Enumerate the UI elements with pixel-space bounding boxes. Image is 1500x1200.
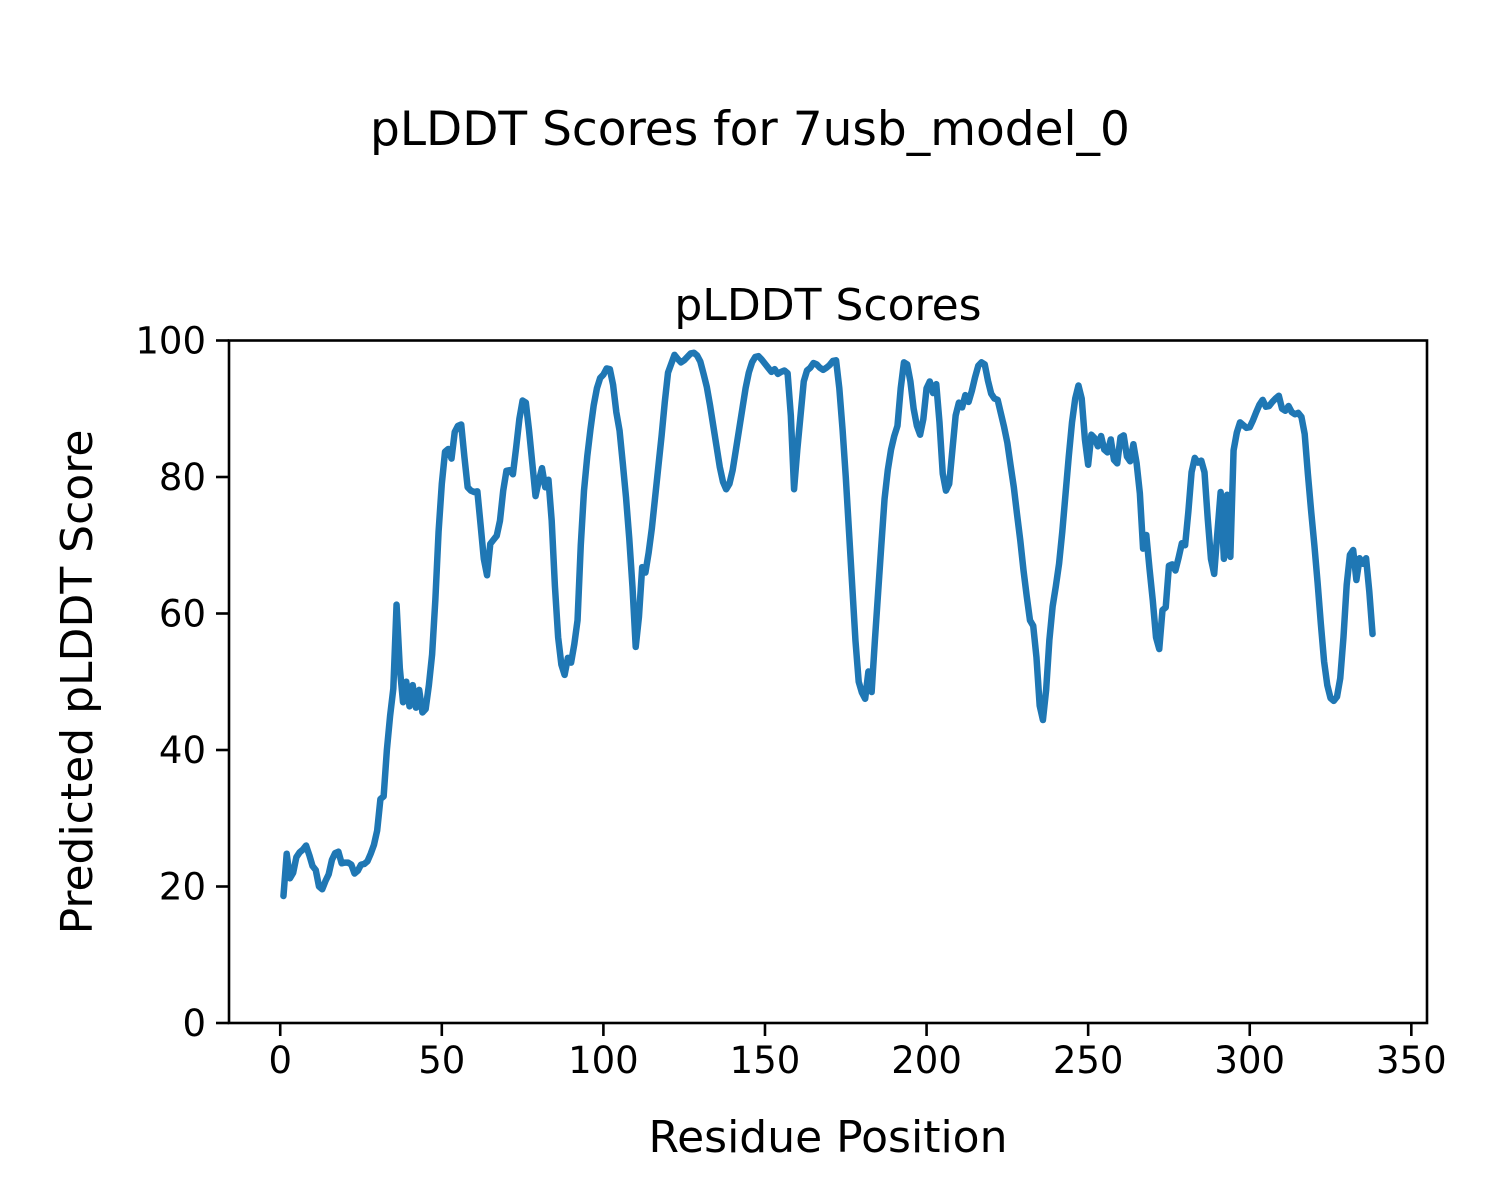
x-tick-label: 200 <box>891 1039 962 1082</box>
x-tick-label: 0 <box>268 1039 292 1082</box>
x-tick-label: 50 <box>418 1039 465 1082</box>
y-tick-label: 100 <box>135 320 206 363</box>
y-tick-label: 40 <box>159 729 206 772</box>
y-axis-label: Predicted pLDDT Score <box>52 430 103 935</box>
axes-title: pLDDT Scores <box>674 280 981 331</box>
y-tick-label: 0 <box>182 1002 206 1045</box>
plot-area-border <box>227 339 1429 1025</box>
x-tick-label: 350 <box>1376 1039 1447 1082</box>
x-tick-label: 100 <box>568 1039 639 1082</box>
y-tick-label: 20 <box>159 866 206 909</box>
figure-suptitle: pLDDT Scores for 7usb_model_0 <box>370 102 1130 157</box>
y-tick-label: 80 <box>159 456 206 499</box>
x-axis-label: Residue Position <box>648 1112 1007 1163</box>
x-axis-ticks: 0 50 100 150 200 250 300 350 <box>268 1023 1447 1082</box>
y-axis-ticks: 0 20 40 60 80 100 <box>135 320 229 1045</box>
x-tick-label: 250 <box>1053 1039 1124 1082</box>
plddt-line-series <box>280 349 1376 900</box>
y-tick-label: 60 <box>159 593 206 636</box>
x-tick-label: 300 <box>1214 1039 1285 1082</box>
x-tick-label: 150 <box>730 1039 801 1082</box>
